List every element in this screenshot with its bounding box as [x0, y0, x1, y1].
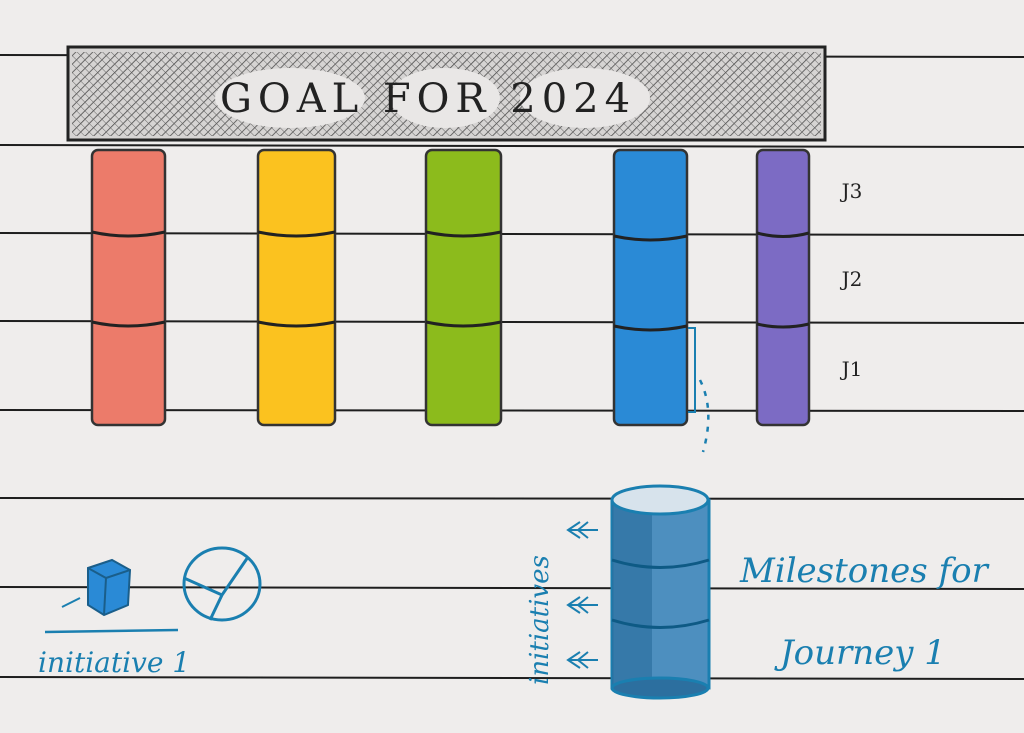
banner-title: GOAL FOR 2024	[220, 76, 636, 122]
pillar	[90, 148, 167, 427]
side-label: initiatives	[525, 555, 555, 685]
level-label: J2	[840, 267, 863, 291]
bracket	[688, 327, 696, 413]
arrows	[566, 521, 598, 669]
legend-label: initiative 1	[38, 646, 190, 679]
detail-cylinder	[610, 484, 711, 700]
caption: Milestones for	[739, 551, 990, 591]
pillar-dividers	[91, 230, 810, 332]
pillars	[90, 148, 811, 427]
pillar	[612, 148, 689, 427]
level-label: J1	[840, 357, 863, 381]
pillar	[256, 148, 337, 427]
level-label: J3	[840, 179, 863, 203]
banner: GOAL FOR 2024	[66, 45, 827, 142]
pillar	[755, 148, 811, 427]
pillar	[424, 148, 503, 427]
legend: initiative 1	[38, 546, 262, 679]
caption: Journey 1	[774, 633, 946, 673]
